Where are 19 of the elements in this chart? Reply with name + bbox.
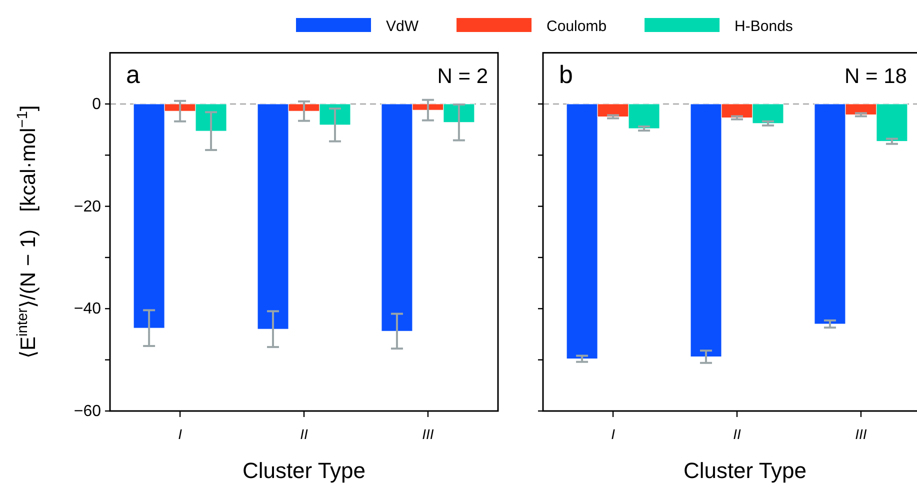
- legend-label: Coulomb: [546, 18, 607, 35]
- x-tick-label: I: [611, 426, 616, 442]
- y-tick-label: −40: [74, 300, 102, 318]
- legend-label: H-Bonds: [734, 18, 793, 35]
- annotation: N = 2: [437, 64, 488, 88]
- y-tick-label: −20: [74, 198, 102, 216]
- legend-label: VdW: [386, 18, 420, 35]
- x-tick-label: III: [855, 426, 867, 442]
- x-tick-label: II: [300, 426, 308, 442]
- annotation: N = 18: [844, 64, 907, 88]
- annotation: a: [126, 60, 140, 89]
- x-axis-title: Cluster Type: [242, 458, 366, 483]
- y-tick-label: 0: [92, 96, 102, 113]
- x-tick-label: III: [422, 426, 434, 442]
- x-axis-title: Cluster Type: [683, 458, 807, 483]
- x-tick-label: II: [733, 426, 741, 442]
- x-tick-label: I: [178, 426, 182, 442]
- y-tick-label: −60: [74, 403, 102, 420]
- annotation: b: [559, 60, 573, 89]
